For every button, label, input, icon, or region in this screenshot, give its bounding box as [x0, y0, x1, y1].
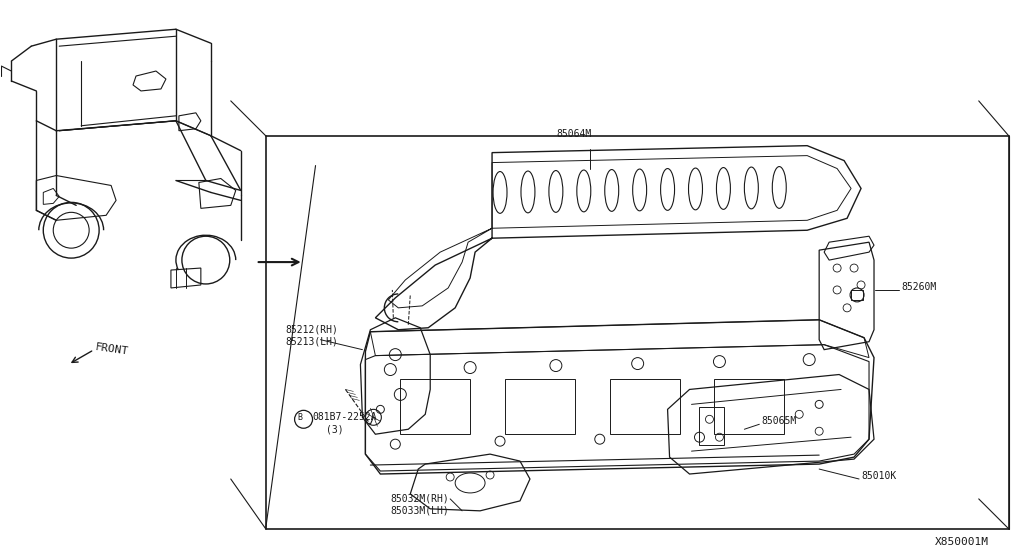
Bar	[851, 290, 863, 300]
Text: 85260M: 85260M	[901, 282, 936, 292]
Text: (3): (3)	[326, 424, 343, 434]
Bar	[505, 379, 574, 434]
Bar	[609, 379, 680, 434]
Bar	[400, 379, 470, 434]
Text: 85213(LH): 85213(LH)	[286, 336, 339, 346]
Text: 85065M: 85065M	[761, 416, 797, 426]
Text: FRONT: FRONT	[95, 341, 130, 356]
Text: X850001M: X850001M	[935, 536, 989, 546]
Bar	[715, 379, 784, 434]
Text: 081B7-2252A: 081B7-2252A	[312, 412, 377, 422]
Text: 85033M(LH): 85033M(LH)	[390, 506, 450, 516]
Text: 85212(RH): 85212(RH)	[286, 325, 339, 335]
Text: B: B	[297, 413, 302, 422]
Bar	[699, 407, 724, 445]
Text: 85010K: 85010K	[861, 471, 896, 481]
Text: 85032M(RH): 85032M(RH)	[390, 494, 450, 504]
Text: 85064M: 85064M	[556, 129, 591, 139]
